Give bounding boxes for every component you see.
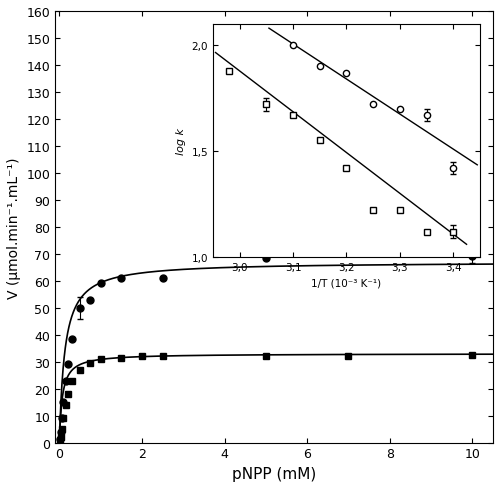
X-axis label: pNPP (mM): pNPP (mM) — [232, 466, 316, 481]
Y-axis label: V (μmol.min⁻¹.mL⁻¹): V (μmol.min⁻¹.mL⁻¹) — [7, 157, 21, 298]
